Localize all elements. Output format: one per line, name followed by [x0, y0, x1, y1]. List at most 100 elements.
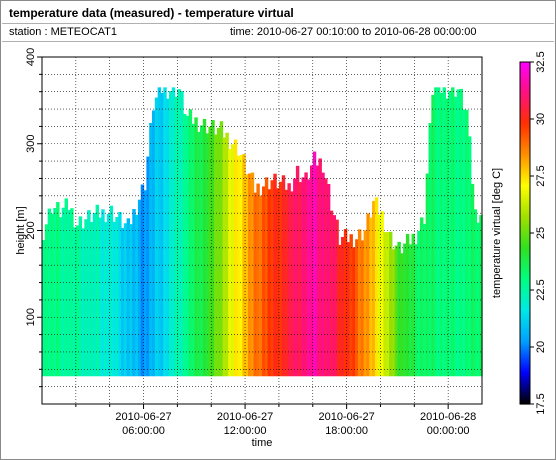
heatmap-column — [140, 184, 145, 377]
heatmap-column — [349, 234, 353, 377]
colorbar-segment — [520, 368, 530, 371]
colorbar-segment — [520, 356, 530, 359]
colorbar: 17.5 20 22.5 25 27.5 30 32.5 — [519, 51, 547, 415]
colorbar-segment — [520, 330, 530, 333]
heatmap-column — [231, 144, 235, 377]
colorbar-segment — [520, 316, 530, 319]
colorbar-segment — [520, 134, 530, 137]
heatmap-column — [312, 151, 317, 377]
colorbar-segment — [520, 400, 530, 403]
heatmap-column — [439, 92, 444, 377]
heatmap-columns — [42, 87, 483, 377]
x-tick-label-date: 2010-06-27 — [318, 411, 374, 423]
heatmap-column — [120, 228, 125, 377]
heatmap-column — [242, 154, 246, 377]
colorbar-segment — [520, 300, 530, 303]
colorbar-segment — [520, 88, 530, 91]
x-tick-label-time: 12:00:00 — [224, 425, 267, 437]
heatmap-column — [247, 173, 252, 377]
colorbar-segment — [520, 260, 530, 263]
x-tick-label-date: 2010-06-28 — [420, 411, 476, 423]
x-tick-label-time: 06:00:00 — [122, 425, 165, 437]
colorbar-segment — [520, 208, 530, 211]
colorbar-segment — [520, 274, 530, 277]
colorbar-segment — [520, 78, 530, 81]
heatmap-column — [160, 92, 164, 377]
colorbar-segment — [520, 104, 530, 107]
colorbar-segment — [520, 158, 530, 161]
heatmap-column — [307, 179, 311, 377]
heatmap-column — [290, 191, 294, 377]
heatmap-column — [405, 233, 410, 377]
colorbar-segment — [520, 344, 530, 347]
x-tick-label-date: 2010-06-27 — [115, 411, 171, 423]
heatmap-column — [442, 87, 447, 377]
colorbar-segment — [520, 144, 530, 147]
heatmap-column — [219, 121, 224, 377]
colorbar-segment — [520, 390, 530, 393]
colorbar-segment — [520, 130, 530, 133]
colorbar-tick-label: 17.5 — [535, 393, 547, 414]
colorbar-segment — [520, 170, 530, 173]
heatmap-column — [397, 241, 401, 377]
colorbar-segment — [520, 180, 530, 183]
colorbar-segment — [520, 314, 530, 317]
colorbar-segment — [520, 246, 530, 249]
heatmap-column — [467, 136, 472, 377]
heatmap-column — [369, 217, 373, 377]
heatmap-column — [233, 139, 238, 377]
y-tick-label: 400 — [25, 48, 37, 66]
colorbar-segment — [520, 290, 530, 293]
x-tick-label-time: 00:00:00 — [427, 425, 470, 437]
heatmap-column — [75, 225, 80, 377]
colorbar-segment — [520, 318, 530, 321]
heatmap-column — [476, 222, 480, 377]
colorbar-segment — [520, 112, 530, 115]
colorbar-segment — [520, 102, 530, 105]
heatmap-column — [425, 173, 430, 377]
heatmap-column — [422, 223, 427, 377]
colorbar-segment — [520, 326, 530, 329]
colorbar-tick-label: 22.5 — [535, 279, 547, 300]
heatmap-column — [352, 247, 356, 377]
colorbar-segment — [520, 172, 530, 175]
heatmap-column — [298, 182, 303, 377]
colorbar-segment — [520, 312, 530, 315]
heatmap-column — [225, 132, 229, 377]
colorbar-segment — [520, 342, 530, 345]
colorbar-segment — [520, 106, 530, 109]
heatmap-column — [185, 115, 190, 377]
colorbar-segment — [520, 302, 530, 305]
heatmap-column — [64, 198, 68, 377]
heatmap-column — [104, 222, 108, 377]
heatmap-column — [236, 155, 241, 377]
heatmap-column — [301, 177, 305, 377]
heatmap-column — [326, 183, 331, 377]
heatmap-column — [346, 242, 351, 377]
heatmap-column — [112, 221, 116, 377]
colorbar-segment — [520, 386, 530, 389]
heatmap-column — [386, 232, 390, 377]
colorbar-segment — [520, 334, 530, 337]
heatmap-column — [205, 133, 210, 377]
heatmap-column — [259, 195, 263, 377]
heatmap-column — [355, 239, 359, 377]
colorbar-segment — [520, 188, 530, 191]
colorbar-segment — [520, 382, 530, 385]
heatmap-column — [168, 91, 173, 377]
heatmap-column — [199, 125, 204, 377]
colorbar-segment — [520, 358, 530, 361]
heatmap-column — [304, 172, 308, 377]
colorbar-segment — [520, 236, 530, 239]
colorbar-segment — [520, 154, 530, 157]
heatmap-column — [400, 253, 404, 377]
heatmap-column — [245, 174, 249, 377]
heatmap-column — [115, 216, 119, 377]
heatmap-column — [363, 230, 368, 377]
colorbar-segment — [520, 234, 530, 237]
colorbar-segment — [520, 66, 530, 69]
heatmap-column — [73, 227, 77, 377]
colorbar-segment — [520, 308, 530, 311]
colorbar-segment — [520, 384, 530, 387]
heatmap-column — [462, 109, 466, 377]
